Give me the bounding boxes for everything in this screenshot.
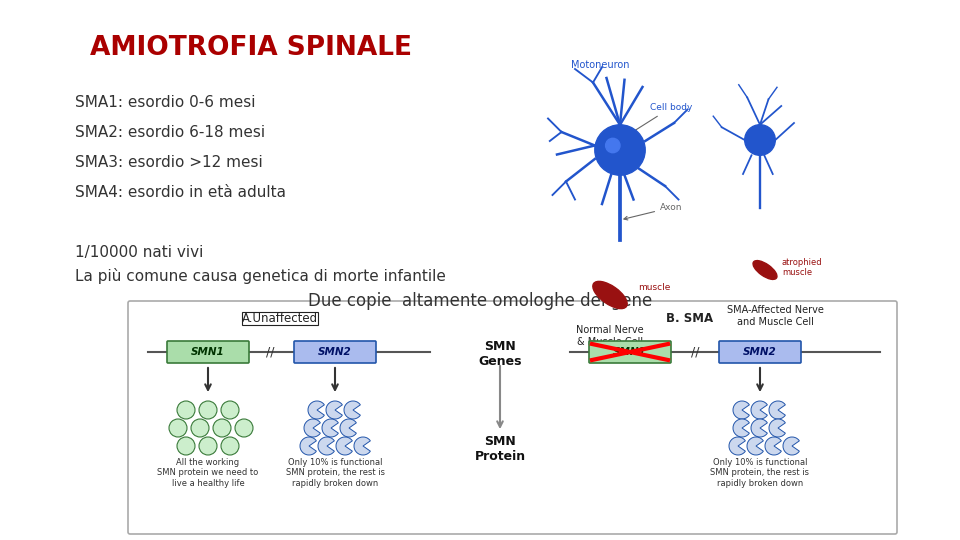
FancyBboxPatch shape [167,341,249,363]
Wedge shape [322,419,338,437]
Circle shape [177,401,195,419]
Wedge shape [304,419,321,437]
Wedge shape [733,401,750,419]
Circle shape [221,401,239,419]
Text: B. SMA: B. SMA [666,312,713,325]
Wedge shape [733,419,750,437]
FancyBboxPatch shape [294,341,376,363]
Text: SMA1: esordio 0-6 mesi: SMA1: esordio 0-6 mesi [75,95,255,110]
Text: SMN
Genes: SMN Genes [478,340,521,368]
Wedge shape [751,401,767,419]
Text: SMN2: SMN2 [318,347,352,357]
Text: SMN1: SMN1 [191,347,225,357]
Wedge shape [344,401,360,419]
Circle shape [199,437,217,455]
Text: SMA-Affected Nerve
and Muscle Cell: SMA-Affected Nerve and Muscle Cell [727,305,824,327]
Text: SMN1: SMN1 [613,347,647,357]
Wedge shape [336,437,352,455]
Text: SMN2: SMN2 [743,347,777,357]
Wedge shape [747,437,763,455]
Circle shape [235,419,253,437]
Wedge shape [340,419,356,437]
Wedge shape [354,437,371,455]
Text: atrophied
muscle: atrophied muscle [782,258,823,278]
Text: Only 10% is functional
SMN protein, the rest is
rapidly broken down: Only 10% is functional SMN protein, the … [710,458,809,488]
Circle shape [221,437,239,455]
Wedge shape [308,401,324,419]
Text: muscle: muscle [638,284,670,293]
Text: SMA2: esordio 6-18 mesi: SMA2: esordio 6-18 mesi [75,125,265,140]
Circle shape [606,138,620,153]
Text: SMA3: esordio >12 mesi: SMA3: esordio >12 mesi [75,155,263,170]
Text: SMN
Protein: SMN Protein [474,435,525,463]
Text: Motoneuron: Motoneuron [571,60,629,70]
Text: //: // [691,346,699,359]
Text: Axon: Axon [624,203,683,220]
Circle shape [199,401,217,419]
Text: 1/10000 nati vivi: 1/10000 nati vivi [75,245,204,260]
Text: Only 10% is functional
SMN protein, the rest is
rapidly broken down: Only 10% is functional SMN protein, the … [285,458,385,488]
Text: Normal Nerve
& Muscle Cell: Normal Nerve & Muscle Cell [576,325,644,347]
Text: AMIOTROFIA SPINALE: AMIOTROFIA SPINALE [90,35,412,61]
Circle shape [595,125,645,175]
Circle shape [169,419,187,437]
Circle shape [213,419,231,437]
Circle shape [745,125,776,156]
Wedge shape [751,419,767,437]
Text: La più comune causa genetica di morte infantile: La più comune causa genetica di morte in… [75,268,445,284]
Wedge shape [769,419,785,437]
Text: Due copie  altamente omologhe del gene: Due copie altamente omologhe del gene [308,292,652,310]
Circle shape [191,419,209,437]
Ellipse shape [593,281,627,309]
FancyBboxPatch shape [719,341,801,363]
Wedge shape [300,437,317,455]
Wedge shape [318,437,334,455]
FancyBboxPatch shape [589,341,671,363]
Wedge shape [769,401,785,419]
Text: //: // [266,346,275,359]
Ellipse shape [753,261,777,279]
Wedge shape [783,437,800,455]
Text: A.Unaffected: A.Unaffected [242,312,318,325]
Wedge shape [326,401,343,419]
Text: All the working
SMN protein we need to
live a healthy life: All the working SMN protein we need to l… [157,458,258,488]
FancyBboxPatch shape [128,301,897,534]
Wedge shape [765,437,781,455]
Text: Cell body: Cell body [615,103,692,143]
Text: SMA4: esordio in età adulta: SMA4: esordio in età adulta [75,185,286,200]
Circle shape [177,437,195,455]
Wedge shape [729,437,745,455]
